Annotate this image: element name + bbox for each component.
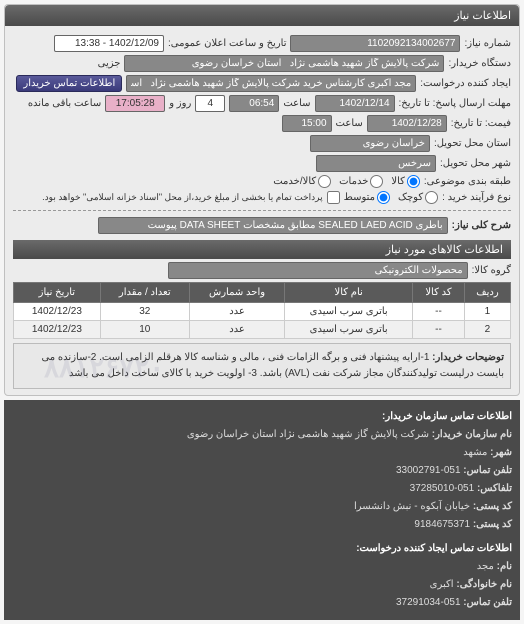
- separator: [13, 210, 511, 211]
- table-cell: باتری سرب اسیدی: [285, 321, 413, 339]
- remain-time[interactable]: [105, 95, 165, 112]
- delivery-province[interactable]: [310, 135, 430, 152]
- table-row: 1--باتری سرب اسیدیعدد321402/12/23: [14, 303, 511, 321]
- deadline-price-time[interactable]: [282, 115, 332, 132]
- tel2-label: تلفن تماس:: [463, 597, 512, 608]
- postcode2-value: 9184675371: [414, 519, 470, 530]
- time-label-1: ساعت: [283, 98, 310, 109]
- table-cell: عدد: [189, 321, 284, 339]
- delivery-city-label: شهر محل تحویل:: [440, 158, 511, 169]
- table-cell: 1: [464, 303, 510, 321]
- contact-buyer-button[interactable]: اطلاعات تماس خریدار: [16, 75, 122, 92]
- table-header-row: ردیف کد کالا نام کالا واحد شمارش تعداد /…: [14, 283, 511, 303]
- col-name: نام کالا: [285, 283, 413, 303]
- radio-kala[interactable]: کالا: [391, 175, 420, 188]
- need-title-field[interactable]: [98, 217, 448, 234]
- requester-field[interactable]: [126, 75, 416, 92]
- table-cell: عدد: [189, 303, 284, 321]
- tel-label: تلفن تماس:: [463, 465, 512, 476]
- org-label: نام سازمان خریدار:: [432, 429, 512, 440]
- col-date: تاریخ نیاز: [14, 283, 101, 303]
- table-cell: 1402/12/23: [14, 303, 101, 321]
- need-title-label: شرح کلی نیاز:: [452, 220, 511, 231]
- goods-table: ردیف کد کالا نام کالا واحد شمارش تعداد /…: [13, 282, 511, 339]
- name-value: مجد: [477, 561, 494, 572]
- class-radio-group: کالا خدمات کالا/خدمت: [273, 175, 420, 188]
- tel-value: 051-33002791: [396, 465, 461, 476]
- need-info-panel: اطلاعات نیاز شماره نیاز: تاریخ و ساعت اع…: [4, 4, 520, 396]
- table-cell: --: [413, 321, 465, 339]
- radio-kala-input[interactable]: [407, 175, 420, 188]
- postcode-label: کد پستی:: [473, 501, 512, 512]
- announce-label: تاریخ و ساعت اعلان عمومی:: [168, 38, 287, 49]
- family-value: اکبری: [430, 579, 454, 590]
- partial-label: جزیی: [98, 58, 121, 69]
- name-label: نام:: [497, 561, 512, 572]
- radio-khadamat-input[interactable]: [370, 175, 383, 188]
- col-row: ردیف: [464, 283, 510, 303]
- city-label: شهر:: [490, 447, 512, 458]
- table-cell: 2: [464, 321, 510, 339]
- requester-label: ایجاد کننده درخواست:: [420, 78, 511, 89]
- radio-medium[interactable]: متوسط: [344, 191, 390, 204]
- fax-label: تلفاکس:: [477, 483, 512, 494]
- table-cell: 32: [100, 303, 189, 321]
- table-cell: باتری سرب اسیدی: [285, 303, 413, 321]
- buyer-org-label: دستگاه خریدار:: [448, 58, 511, 69]
- table-row: 2--باتری سرب اسیدیعدد101402/12/23: [14, 321, 511, 339]
- table-cell: --: [413, 303, 465, 321]
- treasury-checkbox[interactable]: [327, 191, 340, 204]
- process-radio-group: کوچک متوسط: [344, 191, 438, 204]
- delivery-province-label: استان محل تحویل:: [434, 138, 511, 149]
- remain-label: ساعت باقی مانده: [28, 98, 101, 109]
- process-label: نوع فرآیند خرید :: [442, 192, 511, 203]
- goods-group-label: گروه کالا:: [472, 265, 511, 276]
- buyer-description-box: ۸۸۱۲۶۷۲۰ توضیحات خریدار: 1-ارایه پیشنهاد…: [13, 343, 511, 389]
- fax-value: 051-37285010: [410, 483, 475, 494]
- radio-khadamat[interactable]: خدمات: [339, 175, 383, 188]
- radio-kala-khadamat[interactable]: کالا/خدمت: [273, 175, 331, 188]
- postcode2-label: کد پستی:: [473, 519, 512, 530]
- delivery-city[interactable]: [316, 155, 436, 172]
- city-value: مشهد: [463, 447, 487, 458]
- deadline-resp-label: مهلت ارسال پاسخ: تا تاریخ:: [399, 98, 511, 109]
- deadline-price-date[interactable]: [367, 115, 447, 132]
- deadline-resp-date[interactable]: [315, 95, 395, 112]
- desc-label: توضیحات خریدار:: [432, 352, 504, 363]
- contact-title: اطلاعات تماس سازمان خریدار:: [12, 408, 512, 426]
- remain-days[interactable]: [195, 95, 225, 112]
- panel-body: شماره نیاز: تاریخ و ساعت اعلان عمومی: دس…: [5, 26, 519, 395]
- panel-title: اطلاعات نیاز: [5, 5, 519, 26]
- postcode-value: خیابان آبکوه - نبش دانشسرا: [354, 501, 470, 512]
- deadline-resp-time[interactable]: [229, 95, 279, 112]
- req-no-label: شماره نیاز:: [464, 38, 511, 49]
- contact-section: اطلاعات تماس سازمان خریدار: نام سازمان خ…: [4, 400, 520, 620]
- deadline-price-label: فیمت: تا تاریخ:: [451, 118, 511, 129]
- class-label: طبقه بندی موضوعی:: [424, 176, 511, 187]
- creator-title: اطلاعات تماس ایجاد کننده درخواست:: [12, 540, 512, 558]
- announce-field[interactable]: [54, 35, 164, 52]
- days-label: روز و: [169, 98, 191, 109]
- table-cell: 10: [100, 321, 189, 339]
- radio-small-input[interactable]: [425, 191, 438, 204]
- family-label: نام خانوادگی:: [456, 579, 512, 590]
- radio-kala-khadamat-input[interactable]: [318, 175, 331, 188]
- col-unit: واحد شمارش: [189, 283, 284, 303]
- process-note: پرداخت تمام یا بخشی از مبلغ خرید،از محل …: [42, 192, 322, 203]
- radio-medium-input[interactable]: [377, 191, 390, 204]
- buyer-org-field[interactable]: [124, 55, 444, 72]
- col-code: کد کالا: [413, 283, 465, 303]
- col-qty: تعداد / مقدار: [100, 283, 189, 303]
- radio-small[interactable]: کوچک: [398, 191, 438, 204]
- time-label-2: ساعت: [336, 118, 363, 129]
- table-cell: 1402/12/23: [14, 321, 101, 339]
- org-value: شرکت پالایش گاز شهید هاشمی نژاد استان خر…: [187, 429, 429, 440]
- req-no-field[interactable]: [290, 35, 460, 52]
- goods-section-title: اطلاعات کالاهای مورد نیاز: [13, 240, 511, 259]
- goods-group-field[interactable]: [168, 262, 468, 279]
- tel2-value: 051-37291034: [396, 597, 461, 608]
